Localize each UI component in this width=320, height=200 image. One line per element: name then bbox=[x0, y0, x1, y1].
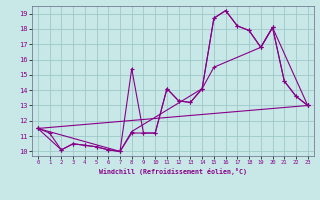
X-axis label: Windchill (Refroidissement éolien,°C): Windchill (Refroidissement éolien,°C) bbox=[99, 168, 247, 175]
